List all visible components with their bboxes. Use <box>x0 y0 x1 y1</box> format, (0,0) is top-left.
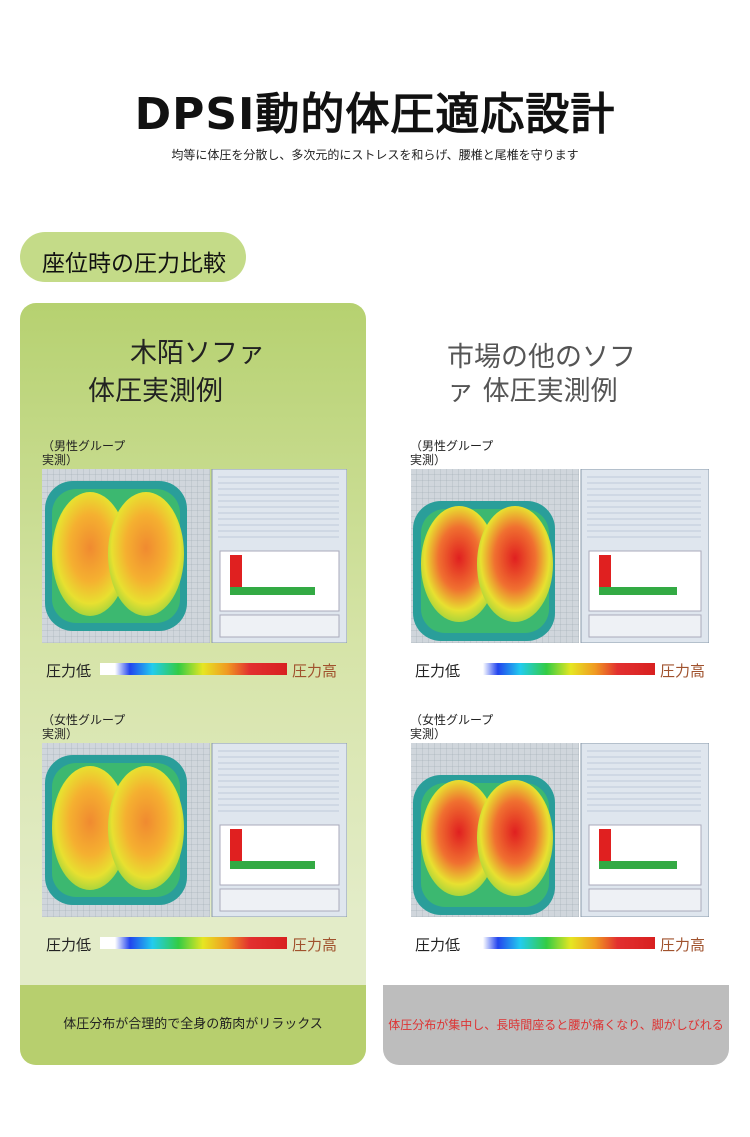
footer: 体圧分布が合理的で全身の筋肉がリラックス <box>20 985 366 1065</box>
group-label: （男性グループ実測） <box>410 439 494 467</box>
blob-right <box>108 766 184 890</box>
legend-low: 圧力低 <box>415 662 461 680</box>
heatmap <box>42 743 347 917</box>
group-label: （女性グループ実測） <box>410 713 494 741</box>
blob-left <box>421 780 497 896</box>
controls <box>588 888 702 912</box>
heatmap <box>411 469 709 643</box>
blob-left <box>421 506 497 622</box>
legend-low: 圧力低 <box>46 936 92 954</box>
panel-title: 市場の他のソフ <box>447 342 636 373</box>
panel-title: ァ 体圧実測例 <box>447 376 618 407</box>
footer: 体圧分布が集中し、長時間座ると腰が痛くなり、脚がしびれる <box>383 985 729 1065</box>
controls <box>219 888 340 912</box>
legend-low: 圧力低 <box>46 662 92 680</box>
controls <box>588 614 702 638</box>
histogram-peak <box>230 555 242 595</box>
histogram-peak <box>599 555 611 595</box>
legend-low: 圧力低 <box>415 936 461 954</box>
legend-high: 圧力高 <box>660 662 706 680</box>
blob-left <box>52 492 128 616</box>
legend-high: 圧力高 <box>292 662 338 680</box>
legend-bar <box>468 937 655 949</box>
panel-title: 木陌ソファ <box>130 338 265 369</box>
panel-title: 体圧実測例 <box>88 376 223 407</box>
histogram-tail <box>599 861 677 869</box>
controls <box>219 614 340 638</box>
blob-right <box>477 780 553 896</box>
section-label: 座位時の圧力比較 <box>42 251 226 277</box>
legend-bar <box>468 663 655 675</box>
blob-right <box>108 492 184 616</box>
blob-left <box>52 766 128 890</box>
histogram-tail <box>230 861 315 869</box>
legend-bar <box>100 663 287 675</box>
histogram-tail <box>230 587 315 595</box>
legend-high: 圧力高 <box>660 936 706 954</box>
histogram-peak <box>599 829 611 869</box>
subtitle: 均等に体圧を分散し、多次元的にストレスを和らげ、腰椎と尾椎を守ります <box>171 148 579 162</box>
legend-high: 圧力高 <box>292 936 338 954</box>
group-label: （女性グループ実測） <box>42 713 126 741</box>
heatmap <box>411 743 709 917</box>
title: DPSI動的体圧適応設計 <box>134 89 616 140</box>
panel: 市場の他のソフ ァ 体圧実測例 （男性グループ実測） 圧力低 圧力高 （女性グル… <box>383 303 729 1065</box>
histogram-peak <box>230 829 242 869</box>
panel: 木陌ソファ 体圧実測例 （男性グループ実測） 圧力低 圧力高 （女性グループ実測… <box>20 303 366 1065</box>
group-label: （男性グループ実測） <box>42 439 126 467</box>
blob-right <box>477 506 553 622</box>
section-pill: 座位時の圧力比較 <box>20 232 246 282</box>
heatmap <box>42 469 347 643</box>
histogram-tail <box>599 587 677 595</box>
legend-bar <box>100 937 287 949</box>
